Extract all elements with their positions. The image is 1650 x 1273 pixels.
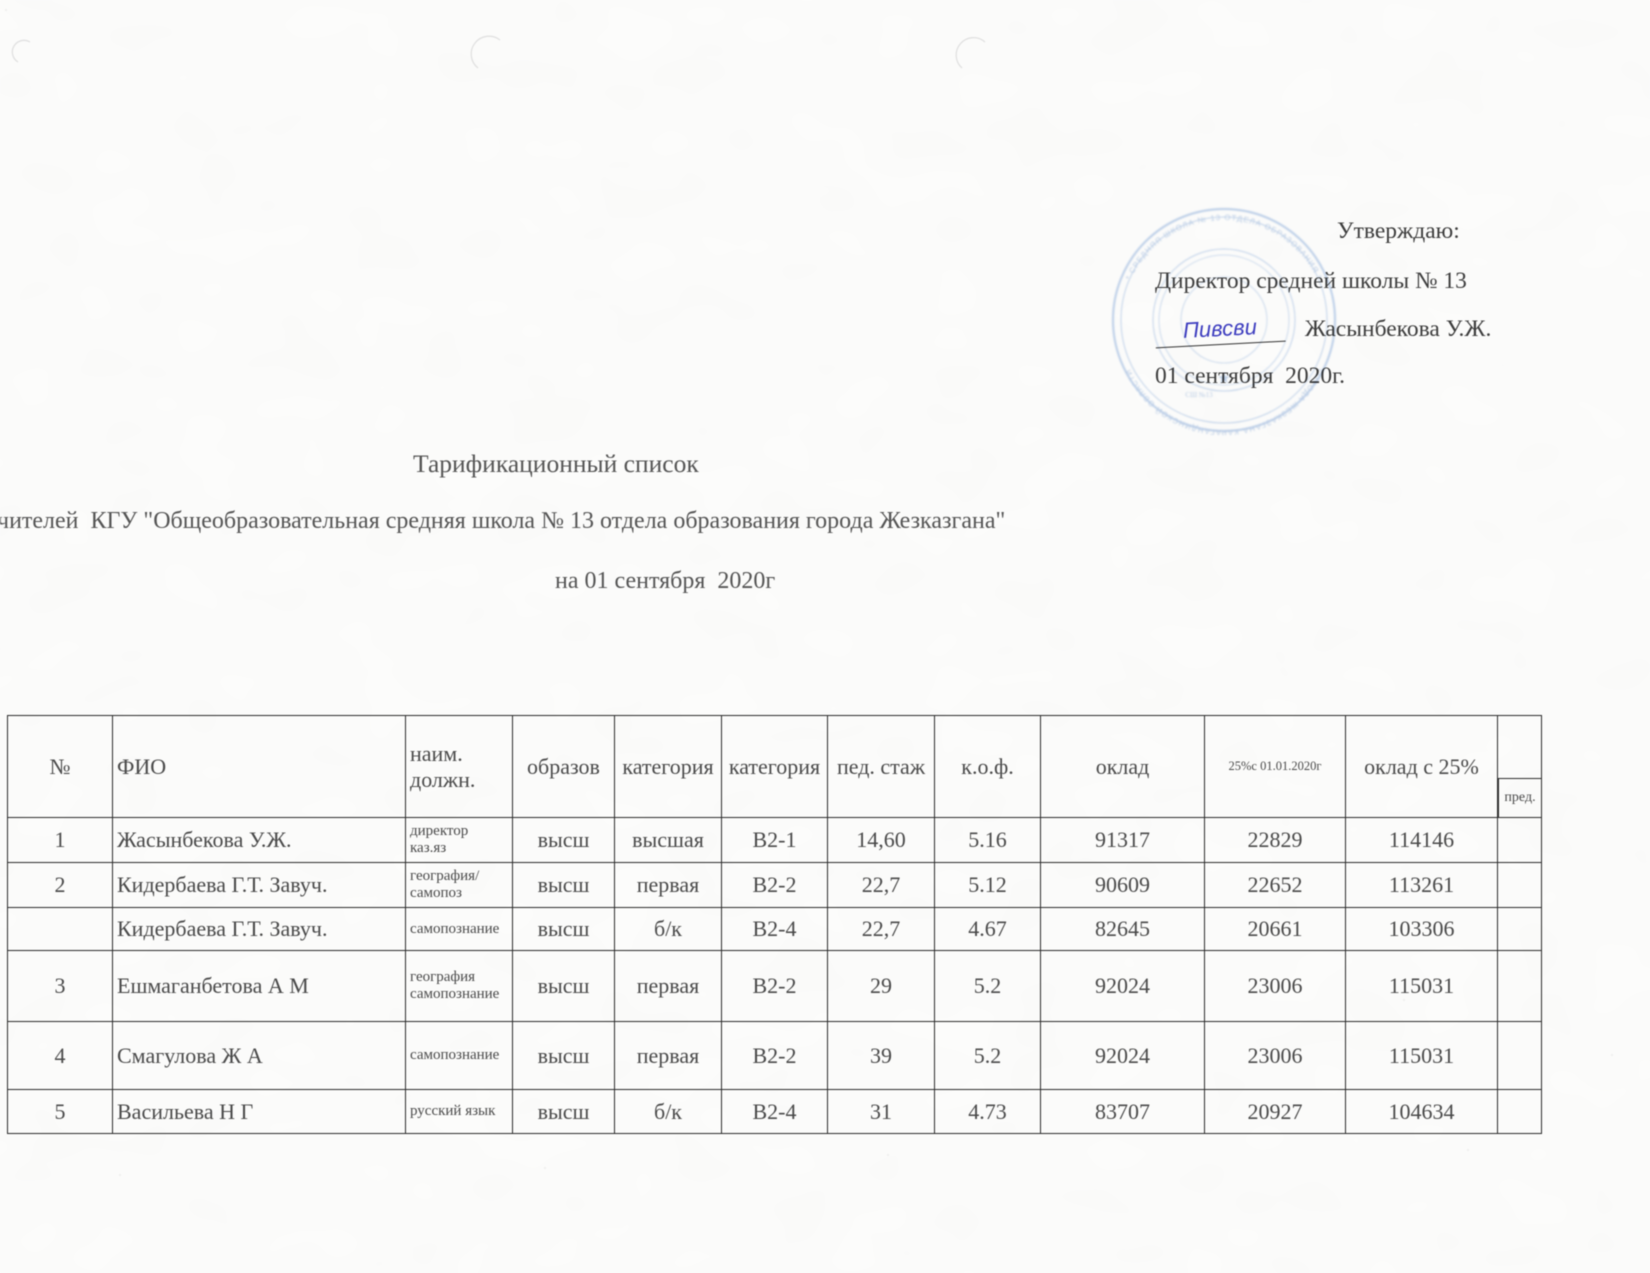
svg-text:СШ №13: СШ №13 <box>1185 391 1213 399</box>
svg-text:★: ★ <box>1217 371 1230 387</box>
svg-text:* СРЕДНЯЯ ШКОЛА № 13 ОТДЕЛА ОБ: * СРЕДНЯЯ ШКОЛА № 13 ОТДЕЛА ОБРАЗОВАНИЯ … <box>1124 213 1324 281</box>
